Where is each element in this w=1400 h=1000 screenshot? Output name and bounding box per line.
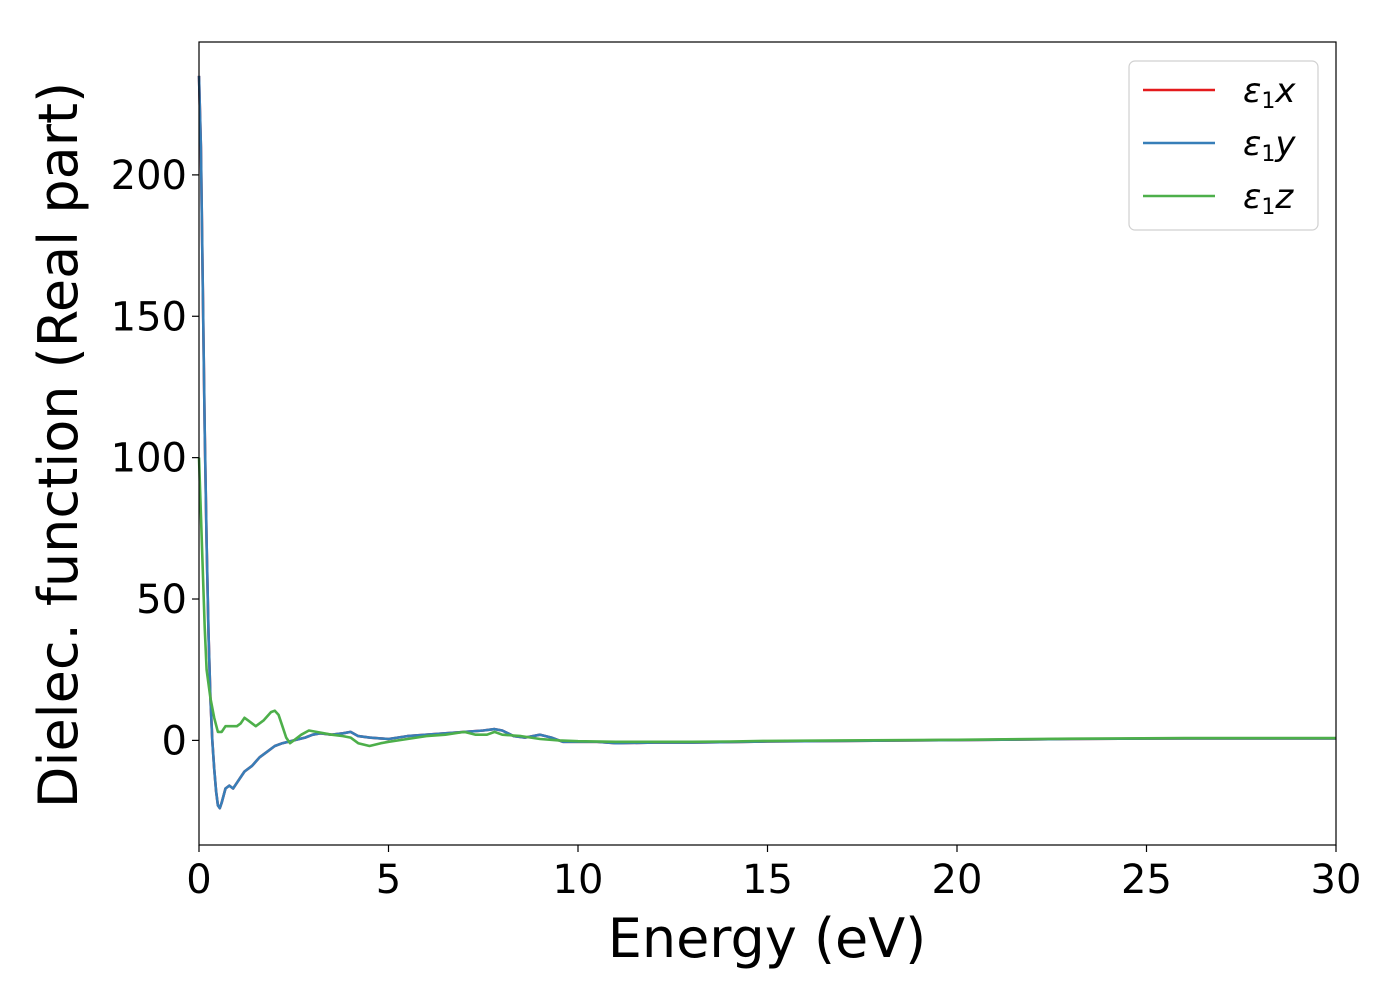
legend-symbol: ε <box>1243 177 1261 217</box>
legend-subscript: 1 <box>1261 195 1275 220</box>
legend-box <box>1128 60 1319 231</box>
y-axis-label: Dielec. function (Real part) <box>27 82 90 808</box>
series-line-z <box>197 457 1336 748</box>
legend-symbol: ε <box>1243 71 1261 111</box>
y-tick-label: 50 <box>136 577 187 623</box>
x-tick-label: 30 <box>1311 857 1362 903</box>
legend-symbol: ε <box>1243 124 1261 164</box>
legend-axis: x <box>1274 71 1296 111</box>
y-tick-label: 0 <box>162 718 187 764</box>
tick-layer: 0 5 10 15 20 25 30 0 50 100 150 200 <box>111 153 1362 903</box>
x-tick-label: 10 <box>553 857 604 903</box>
legend-label-y: ε1y <box>1243 124 1296 167</box>
legend-label-z: ε1z <box>1243 177 1294 220</box>
x-tick-label: 0 <box>186 857 211 903</box>
x-tick-label: 20 <box>932 857 983 903</box>
legend-axis: y <box>1274 124 1296 164</box>
y-tick-label: 100 <box>111 436 187 482</box>
x-tick-label: 25 <box>1121 857 1172 903</box>
x-axis-label: Energy (eV) <box>608 907 927 970</box>
legend-subscript: 1 <box>1261 89 1275 114</box>
legend-subscript: 1 <box>1261 142 1275 167</box>
legend-label-x: ε1x <box>1243 71 1296 114</box>
y-tick-label: 200 <box>111 153 187 199</box>
series-layer <box>197 75 1336 810</box>
y-tick-label: 150 <box>111 294 187 340</box>
x-tick-label: 15 <box>742 857 793 903</box>
plot-frame <box>198 41 1337 846</box>
legend-axis: z <box>1274 177 1294 217</box>
x-tick-label: 5 <box>376 857 401 903</box>
